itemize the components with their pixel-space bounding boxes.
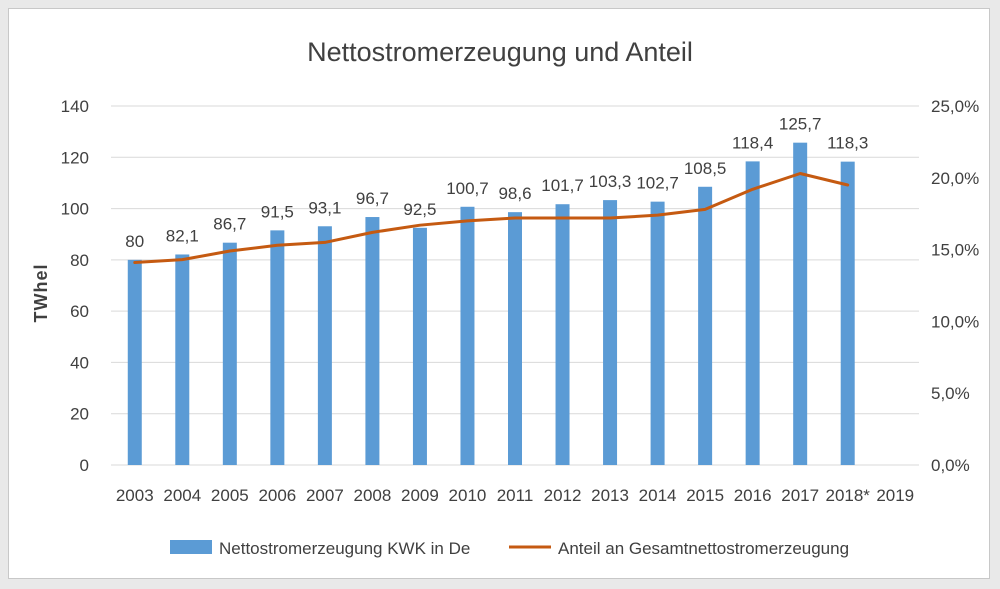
bar <box>650 201 665 465</box>
y-tick-label: 20 <box>70 405 89 424</box>
bar <box>127 259 142 465</box>
x-tick-label: 2017 <box>781 486 819 505</box>
chart-canvas: Nettostromerzeugung und Anteil 80 82,1 86,… <box>31 37 979 558</box>
bar <box>840 161 855 465</box>
y-axis-title: TWhel <box>31 264 51 323</box>
legend-bar-label: Nettostromerzeugung KWK in De <box>219 539 470 558</box>
share-line <box>133 171 850 265</box>
x-tick-label: 2008 <box>353 486 391 505</box>
y-tick-label: 140 <box>61 97 89 116</box>
bar <box>793 142 808 465</box>
y2-tick-label: 10,0% <box>931 312 979 331</box>
bar <box>745 161 760 466</box>
legend-bar-swatch <box>170 540 212 554</box>
bar-value-label: 125,7 <box>779 115 822 134</box>
x-tick-label: 2006 <box>258 486 296 505</box>
y-tick-label: 80 <box>70 251 89 270</box>
bar-value-label: 92,5 <box>403 200 436 219</box>
y-tick-label: 120 <box>61 148 89 167</box>
data-labels: 80 82,1 86,7 91,5 93,1 96,7 92,5 100,7 98,6 101,7… <box>125 115 868 251</box>
x-tick-label: 2007 <box>306 486 344 505</box>
legend: Nettostromerzeugung KWK in De Anteil an … <box>170 539 849 558</box>
bar-value-label: 101,7 <box>541 176 584 195</box>
y-tick-label: 0 <box>80 456 89 475</box>
y2-tick-label: 0,0% <box>931 456 970 475</box>
bar-series <box>127 142 855 466</box>
bar-value-label: 82,1 <box>166 226 199 245</box>
y2-axis-ticks: 0,0% 5,0% 10,0% 15,0% 20,0% 25,0% <box>931 97 979 475</box>
bar-value-label: 118,4 <box>732 133 773 152</box>
bar <box>508 212 522 465</box>
bar <box>270 230 285 465</box>
x-tick-label: 2018* <box>825 486 870 505</box>
x-tick-label: 2010 <box>449 486 487 505</box>
bar-value-label: 98,6 <box>498 184 531 203</box>
bar-value-label: 108,5 <box>684 159 727 178</box>
line-series <box>133 171 850 265</box>
bar <box>603 200 618 465</box>
bar-value-label: 80 <box>125 232 144 251</box>
x-tick-label: 2011 <box>497 486 534 505</box>
bar <box>412 227 427 465</box>
bar-value-label: 102,7 <box>636 174 679 193</box>
bar-value-label: 103,3 <box>589 172 632 191</box>
y-tick-label: 100 <box>61 200 89 219</box>
x-tick-label: 2015 <box>686 486 724 505</box>
x-tick-label: 2019 <box>876 486 914 505</box>
bar-value-label: 86,7 <box>213 215 246 234</box>
chart-title: Nettostromerzeugung und Anteil <box>307 37 693 67</box>
bar <box>555 204 570 465</box>
chart-frame: Nettostromerzeugung und Anteil 80 82,1 86,… <box>8 8 990 579</box>
bar-value-label: 93,1 <box>308 198 341 217</box>
bar <box>365 217 380 465</box>
y2-tick-label: 25,0% <box>931 97 979 116</box>
y2-tick-label: 5,0% <box>931 384 970 403</box>
x-tick-label: 2004 <box>163 486 201 505</box>
y-axis-ticks: 0 20 40 60 80 100 120 140 <box>61 97 89 475</box>
legend-line-label: Anteil an Gesamtnettostromerzeugung <box>558 539 849 558</box>
bar-value-label: 100,7 <box>446 179 489 198</box>
x-tick-label: 2012 <box>544 486 582 505</box>
x-tick-label: 2013 <box>591 486 629 505</box>
bar-value-label: 96,7 <box>356 189 389 208</box>
bar-value-label: 91,5 <box>261 202 294 221</box>
bar <box>175 254 190 465</box>
y-tick-label: 40 <box>70 353 89 372</box>
x-tick-label: 2009 <box>401 486 439 505</box>
bar <box>317 226 332 465</box>
y2-tick-label: 20,0% <box>931 169 979 188</box>
x-tick-label: 2003 <box>116 486 154 505</box>
x-tick-label: 2016 <box>734 486 772 505</box>
bar <box>698 186 713 465</box>
y-tick-label: 60 <box>70 302 89 321</box>
x-tick-label: 2014 <box>639 486 677 505</box>
x-tick-label: 2005 <box>211 486 249 505</box>
x-axis-ticks: 2003 2004 2005 2006 2007 2008 2009 2010 2011 2012… <box>116 486 914 505</box>
bar <box>460 206 475 465</box>
y2-tick-label: 15,0% <box>931 241 979 260</box>
bar <box>222 242 237 465</box>
bar-value-label: 118,3 <box>827 134 868 153</box>
